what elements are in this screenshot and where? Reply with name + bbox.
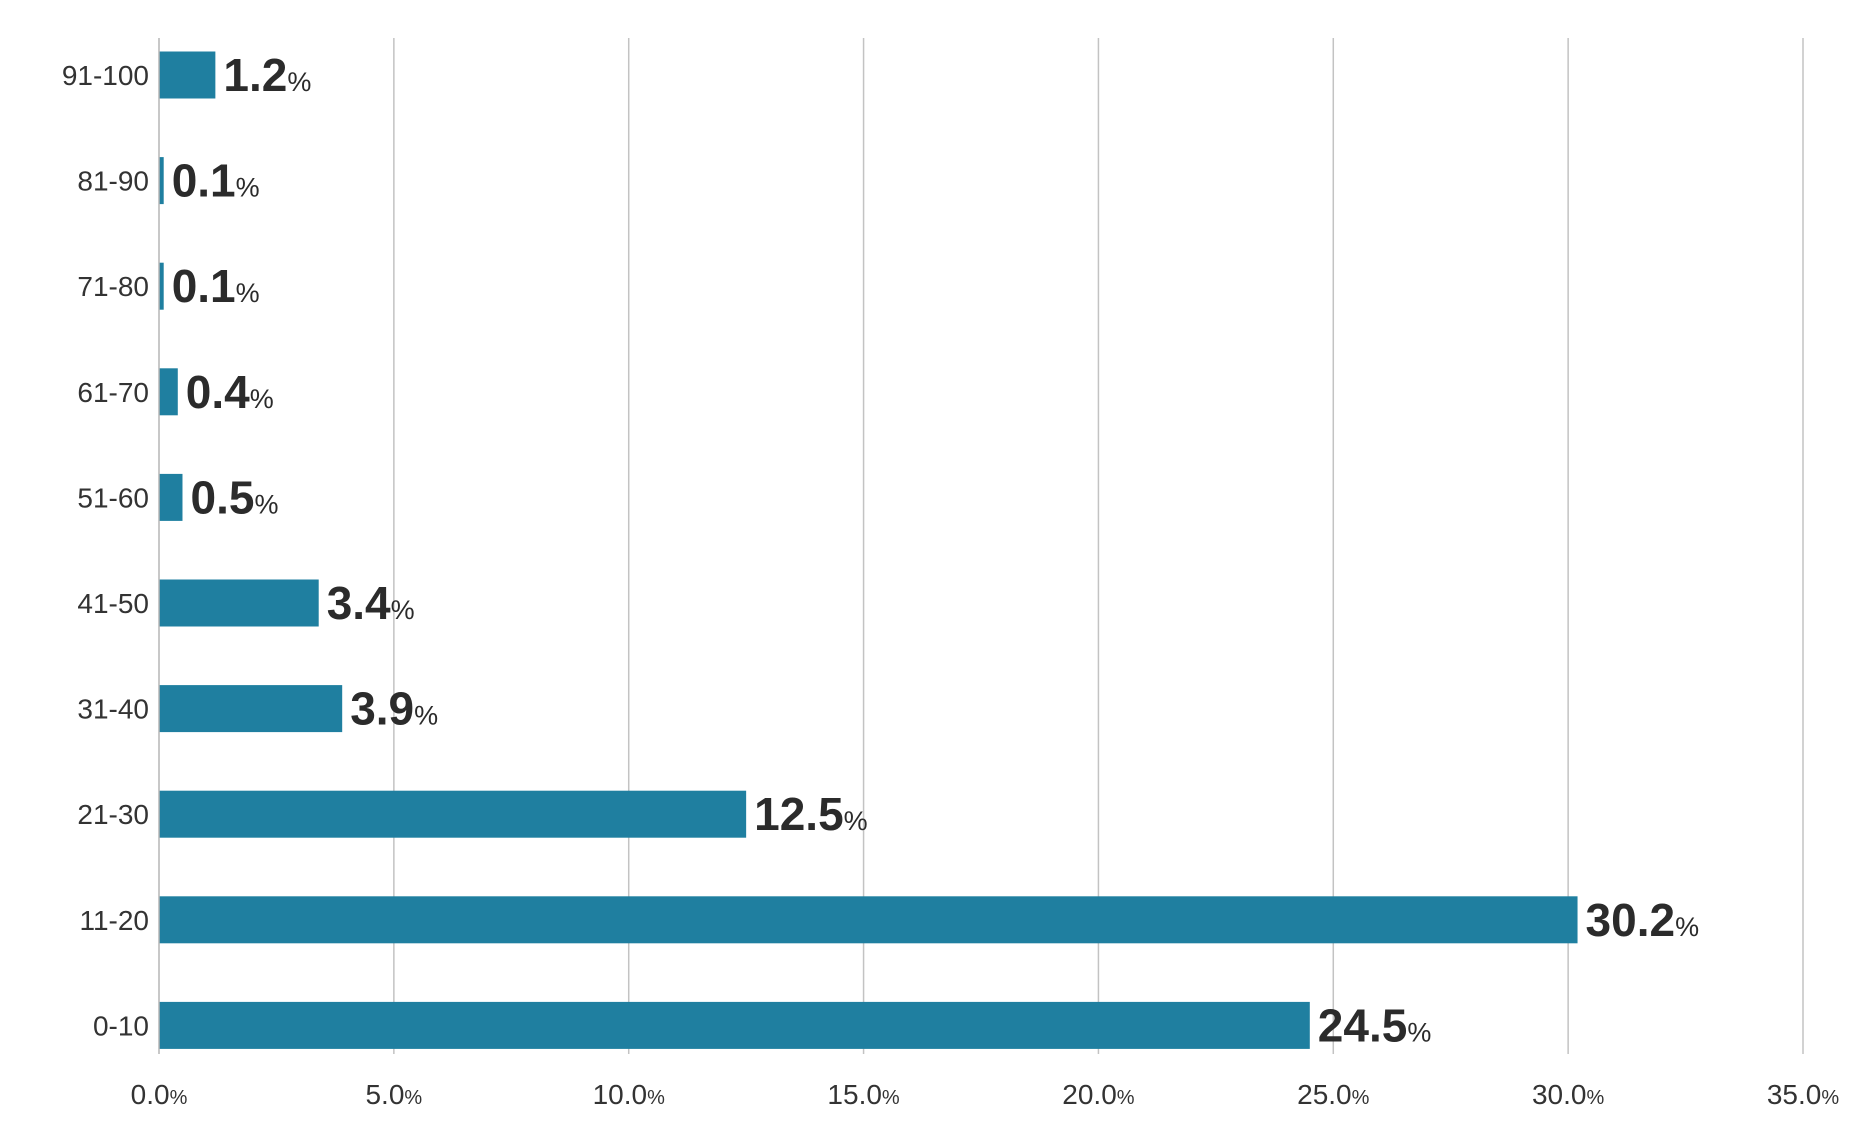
x-tick-label: 25.0% <box>1297 1079 1370 1110</box>
y-tick-label: 11-20 <box>79 905 149 936</box>
gridlines <box>393 38 1804 1054</box>
y-tick-label: 0-10 <box>93 1010 149 1041</box>
data-label: 30.2% <box>1586 894 1700 946</box>
x-tick-label: 5.0% <box>365 1079 422 1110</box>
data-label: 24.5% <box>1318 999 1432 1051</box>
x-tick-label: 15.0% <box>827 1079 900 1110</box>
bars <box>159 51 1578 1049</box>
bar-21-30 <box>159 790 747 838</box>
x-tick-label: 30.0% <box>1532 1079 1605 1110</box>
bar-61-70 <box>159 368 178 416</box>
bar-71-80 <box>159 262 164 310</box>
data-labels: 24.5% 30.2% 12.5% 3.9% 3.4% 0.5% 0.4% 0.1% 0.1% 1… <box>172 49 1699 1051</box>
x-tick-labels: 0.0% 5.0% 10.0% 15.0% 20.0% 25.0% 30.0% 35.0% <box>131 1079 1840 1110</box>
y-tick-label: 61-70 <box>77 377 149 408</box>
data-label: 0.1% <box>172 260 260 312</box>
y-tick-label: 41-50 <box>77 588 149 619</box>
bar-0-10 <box>159 1001 1310 1049</box>
data-label: 0.1% <box>172 155 260 207</box>
x-tick-label: 0.0% <box>131 1079 188 1110</box>
data-label: 0.5% <box>190 471 278 523</box>
bar-41-50 <box>159 579 319 627</box>
x-tick-label: 10.0% <box>593 1079 666 1110</box>
x-tick-label: 20.0% <box>1062 1079 1135 1110</box>
y-tick-label: 71-80 <box>77 271 149 302</box>
y-tick-label: 81-90 <box>77 166 149 197</box>
bar-81-90 <box>159 157 164 205</box>
y-tick-label: 31-40 <box>77 694 149 725</box>
data-label: 0.4% <box>186 366 274 418</box>
y-tick-label: 91-100 <box>62 60 149 91</box>
bar-91-100 <box>159 51 216 99</box>
y-tick-label: 21-30 <box>77 799 149 830</box>
bar-51-60 <box>159 473 183 521</box>
data-label: 12.5% <box>754 788 868 840</box>
bar-11-20 <box>159 896 1578 944</box>
data-label: 3.9% <box>350 683 438 735</box>
bar-31-40 <box>159 685 343 733</box>
x-tick-label: 35.0% <box>1767 1079 1840 1110</box>
y-tick-labels: 0-10 11-20 21-30 31-40 41-50 51-60 61-70 71-80 8… <box>62 60 149 1041</box>
y-tick-label: 51-60 <box>77 482 149 513</box>
data-label: 1.2% <box>223 49 311 101</box>
data-label: 3.4% <box>327 577 415 629</box>
